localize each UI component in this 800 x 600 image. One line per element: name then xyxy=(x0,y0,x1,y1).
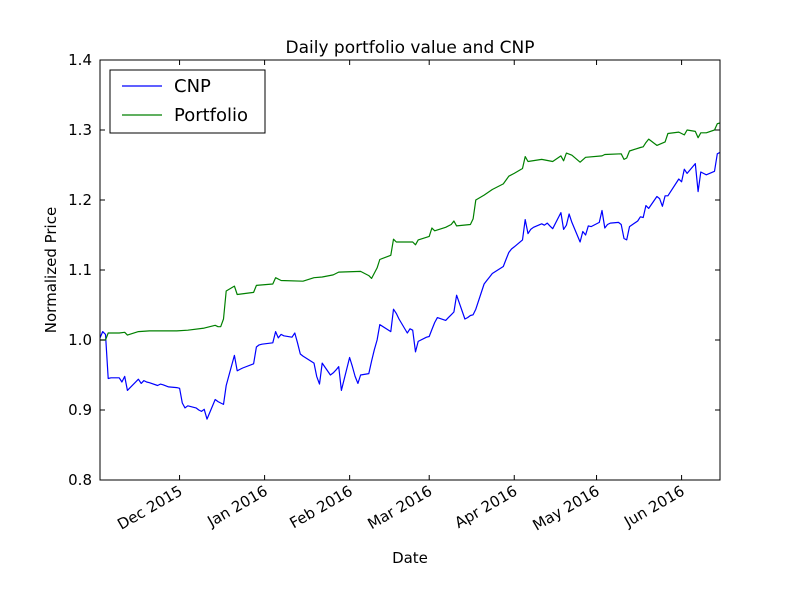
legend-entry-cnp: CNP xyxy=(174,76,211,97)
y-tick-label: 1.3 xyxy=(68,121,92,139)
chart-title: Daily portfolio value and CNP xyxy=(286,38,535,58)
series-line-portfolio xyxy=(100,122,721,341)
legend-entry-portfolio: Portfolio xyxy=(174,105,248,126)
y-tick-label: 0.9 xyxy=(68,401,92,419)
y-tick-label: 1.2 xyxy=(68,191,92,209)
x-axis-label: Date xyxy=(392,549,428,567)
y-tick-label: 1.0 xyxy=(68,331,92,349)
y-tick-label: 1.4 xyxy=(68,51,92,69)
y-tick-label: 0.8 xyxy=(68,471,92,489)
series-line-cnp xyxy=(99,151,721,420)
legend: CNP Portfolio xyxy=(109,69,266,134)
legend-box xyxy=(109,69,266,134)
y-tick-label: 1.1 xyxy=(68,261,92,279)
y-axis-label: Normalized Price xyxy=(42,207,60,333)
